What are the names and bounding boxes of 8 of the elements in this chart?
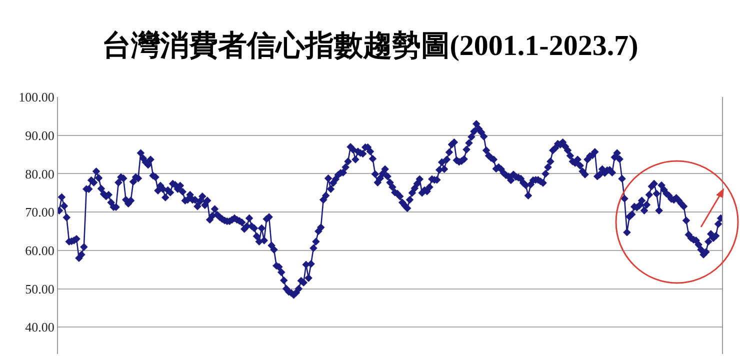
y-tick-label: 50.00 (25, 281, 54, 296)
y-tick-label: 100.00 (18, 90, 54, 105)
chart-title: 台灣消費者信心指數趨勢圖(2001.1-2023.7) (102, 29, 638, 62)
y-tick-label: 70.00 (25, 204, 54, 220)
y-tick-label: 40.00 (25, 320, 54, 335)
y-tick-label: 80.00 (25, 166, 54, 182)
y-tick-label: 60.00 (25, 242, 54, 258)
y-tick-label: 90.00 (25, 128, 54, 143)
